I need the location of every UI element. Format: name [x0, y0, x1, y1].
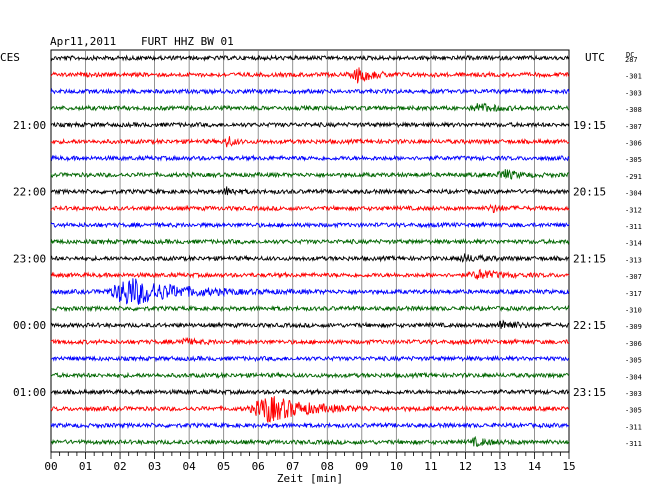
x-tick-label: 10 — [390, 460, 403, 473]
dc-label: DC — [626, 51, 634, 59]
dc-offset-label: -305 — [625, 357, 642, 365]
right-time-label: 20:15 — [573, 186, 606, 199]
dc-offset-label: -306 — [625, 340, 642, 348]
dc-offset-label: -317 — [625, 290, 642, 298]
seismic-trace — [50, 336, 570, 346]
seismic-trace — [50, 87, 570, 96]
x-tick-label: 05 — [217, 460, 230, 473]
right-time-label: 19:15 — [573, 119, 606, 132]
seismic-trace — [50, 237, 570, 246]
dc-offset-label: -303 — [625, 89, 642, 97]
dc-offset-label: -314 — [625, 240, 642, 248]
dc-offset-label: -311 — [625, 440, 642, 448]
dc-offset-label: -301 — [625, 73, 642, 81]
left-time-label: 23:00 — [13, 252, 46, 265]
dc-offset-label: -303 — [625, 390, 642, 398]
dc-offset-label: -305 — [625, 407, 642, 415]
seismic-trace — [50, 268, 570, 280]
right-time-label: 21:15 — [573, 252, 606, 265]
right-time-label: 22:15 — [573, 319, 606, 332]
right-time-label: 23:15 — [573, 386, 606, 399]
seismic-trace — [50, 169, 570, 180]
seismic-trace — [50, 136, 570, 148]
seismic-trace — [50, 54, 570, 62]
dc-offset-label: -313 — [625, 256, 642, 264]
x-tick-label: 00 — [44, 460, 57, 473]
seismic-trace — [50, 319, 570, 329]
seismic-trace — [50, 67, 570, 84]
dc-offset-label: -311 — [625, 223, 642, 231]
x-axis-label: Zeit [min] — [277, 472, 343, 485]
label-layer: 00 01 02 03 04 05 06 07 08 09 10 11 12 13 14 15 287 -301 -… — [13, 56, 642, 473]
x-tick-label: 14 — [528, 460, 542, 473]
seismic-trace — [50, 203, 570, 214]
seismic-trace — [50, 278, 570, 305]
left-timezone-label: CES — [0, 51, 20, 64]
seismic-trace — [50, 354, 570, 363]
dc-offset-label: -307 — [625, 273, 642, 281]
dc-offset-label: -291 — [625, 173, 642, 181]
dc-offset-label: -310 — [625, 307, 642, 315]
dc-offset-label: -305 — [625, 156, 642, 164]
x-tick-label: 07 — [286, 460, 299, 473]
x-tick-label: 13 — [493, 460, 506, 473]
trace-layer — [50, 54, 570, 448]
left-time-label: 01:00 — [13, 386, 46, 399]
dc-offset-label: -304 — [625, 190, 642, 198]
x-tick-label: 01 — [79, 460, 92, 473]
seismic-trace — [50, 371, 570, 380]
x-tick-label: 03 — [148, 460, 161, 473]
dc-offset-label: -312 — [625, 206, 642, 214]
x-tick-label: 11 — [424, 460, 437, 473]
seismic-trace — [50, 186, 570, 196]
x-tick-label: 15 — [562, 460, 575, 473]
chart-station: FURT HHZ BW 01 — [141, 35, 234, 48]
seismic-trace — [50, 396, 570, 423]
right-timezone-label: UTC — [585, 51, 605, 64]
dc-offset-label: -308 — [625, 106, 642, 114]
left-time-label: 22:00 — [13, 186, 46, 199]
x-tick-label: 06 — [252, 460, 265, 473]
seismic-trace — [50, 304, 570, 313]
x-tick-label: 04 — [183, 460, 197, 473]
x-tick-label: 08 — [321, 460, 334, 473]
seismic-trace — [50, 435, 570, 448]
dc-offset-label: -309 — [625, 323, 642, 331]
seismic-trace — [50, 120, 570, 129]
x-tick-label: 02 — [113, 460, 126, 473]
seismic-trace — [50, 253, 570, 263]
seismic-trace — [50, 154, 570, 163]
grid-layer — [50, 49, 570, 459]
dc-offset-label: -311 — [625, 423, 642, 431]
dc-offset-label: -307 — [625, 123, 642, 131]
seismic-trace — [50, 102, 570, 113]
chart-date: Apr11,2011 — [50, 35, 116, 48]
x-tick-label: 12 — [459, 460, 472, 473]
seismic-trace — [50, 421, 570, 429]
dc-offset-label: -304 — [625, 373, 642, 381]
x-tick-label: 09 — [355, 460, 368, 473]
left-time-label: 21:00 — [13, 119, 46, 132]
seismic-trace — [50, 221, 570, 229]
left-time-label: 00:00 — [13, 319, 46, 332]
seismic-trace — [50, 388, 570, 396]
dc-offset-label: -306 — [625, 140, 642, 148]
dc-offset-label: 287 — [625, 56, 638, 64]
